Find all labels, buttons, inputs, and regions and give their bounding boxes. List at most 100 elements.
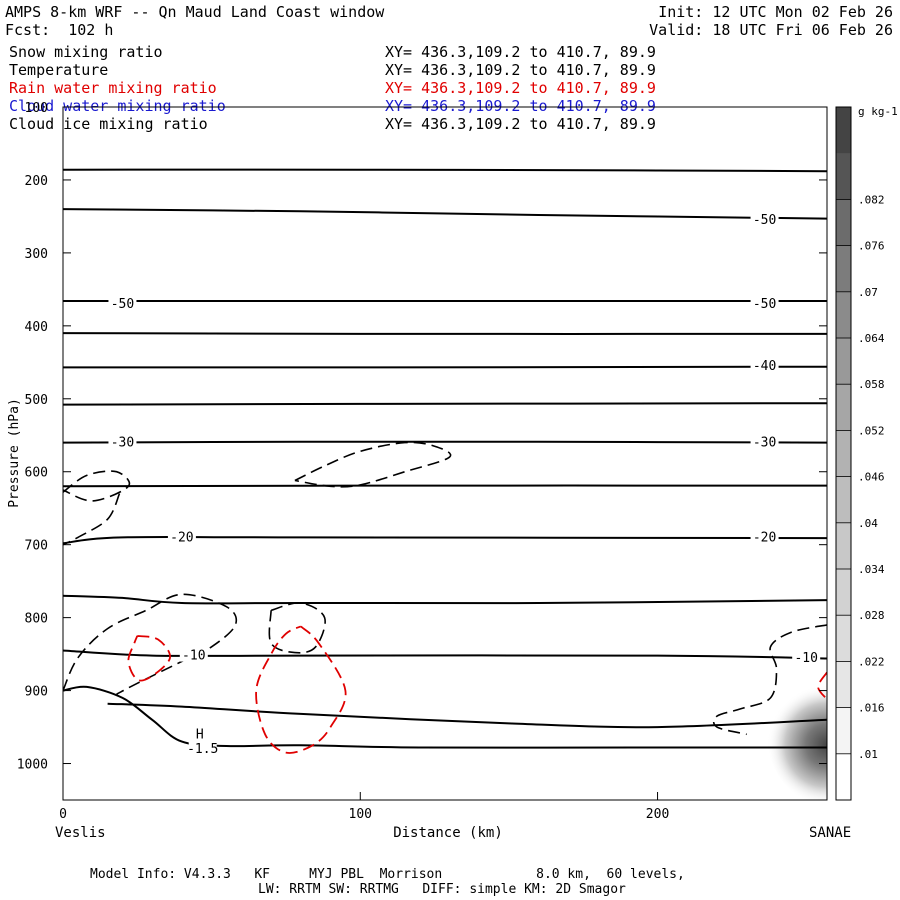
contour-label: -10: [182, 649, 205, 664]
left-endpoint-label: Veslis: [55, 825, 106, 841]
contour-label-bg: [188, 741, 217, 755]
colorbar-swatch: [836, 199, 851, 247]
colorbar-swatch: [836, 753, 851, 801]
colorbar-swatch: [836, 430, 851, 478]
contour-label-bg: [108, 296, 137, 310]
colorbar-label: .016: [858, 702, 885, 715]
colorbar-label: .028: [858, 609, 885, 622]
contour-label: -10: [794, 651, 817, 666]
isotherm-line: [107, 702, 827, 729]
colorbar-swatch: [836, 476, 851, 524]
field-name-cloud-water: Cloud water mixing ratio: [9, 97, 226, 115]
contour-label: -40: [753, 359, 776, 374]
contour-label: -20: [170, 530, 193, 545]
colorbar-swatch: [836, 338, 851, 385]
forecast-hour: Fcst: 102 h: [5, 21, 114, 39]
cloud-ice-contour: [63, 493, 121, 546]
isotherm-line: [63, 440, 827, 444]
field-xy-cloud-water: XY= 436.3,109.2 to 410.7, 89.9: [385, 97, 656, 115]
contour-label-bg: [750, 213, 779, 227]
isotherm-line: [63, 208, 827, 220]
colorbar-label: .064: [858, 332, 885, 345]
colorbar-swatch: [836, 615, 851, 662]
isotherm-line: [63, 402, 827, 406]
cloud-ice-contour: [268, 602, 326, 654]
temperature-contours: [63, 168, 827, 749]
model-info-line2: LW: RRTM SW: RRTMG DIFF: simple KM: 2D S…: [258, 882, 626, 897]
x-tick-label: 0: [59, 807, 67, 822]
cloud-ice-contour: [63, 593, 238, 695]
y-tick-label: 200: [25, 174, 48, 189]
contour-label: -1.5: [187, 742, 218, 757]
isotherm-line: [63, 484, 827, 488]
colorbar-swatch: [836, 291, 851, 339]
colorbar-label: .07: [858, 286, 878, 299]
isotherm-line: [63, 649, 827, 660]
colorbar-frame: [835, 106, 852, 801]
field-xy-snow: XY= 436.3,109.2 to 410.7, 89.9: [385, 43, 656, 61]
isotherm-line: [63, 365, 827, 369]
rain-contour: [127, 635, 171, 682]
field-xy-cloud-ice: XY= 436.3,109.2 to 410.7, 89.9: [385, 115, 656, 133]
contour-label-bg: [167, 530, 196, 544]
y-tick-label: 400: [25, 320, 48, 335]
colorbar-unit: g kg-1: [858, 105, 898, 118]
contour-label-bg: [750, 530, 779, 544]
cloud-ice-contour: [712, 624, 827, 736]
colorbar-label: .052: [858, 424, 885, 437]
y-tick-label: 500: [25, 393, 48, 408]
y-tick-label: 700: [25, 539, 48, 554]
colorbar-label: .046: [858, 471, 885, 484]
field-xy-rain: XY= 436.3,109.2 to 410.7, 89.9: [385, 79, 656, 97]
contour-label: -50: [753, 297, 776, 312]
x-axis: 0 100 200: [59, 792, 669, 822]
y-tick-label: 800: [25, 612, 48, 627]
y-tick-label: 600: [25, 466, 48, 481]
contour-label: H: [196, 727, 204, 742]
y-tick-label: 900: [25, 685, 48, 700]
init-time: Init: 12 UTC Mon 02 Feb 26: [658, 3, 893, 21]
colorbar-swatch: [836, 522, 851, 570]
y-axis-label: Pressure (hPa): [7, 398, 22, 508]
contour-label: -50: [111, 297, 134, 312]
model-info-line1: Model Info: V4.3.3 KF MYJ PBL Morrison 8…: [90, 867, 685, 882]
y-tick-label: 1000: [17, 758, 48, 773]
colorbar-swatch: [836, 153, 851, 200]
colorbar-label: .076: [858, 240, 885, 253]
colorbar-swatch: [836, 569, 851, 616]
snow-shading-layer: [767, 664, 827, 800]
colorbar-label: .01: [858, 748, 878, 761]
colorbar-label: .058: [858, 378, 885, 391]
colorbar-swatch: [836, 661, 851, 709]
field-name-temperature: Temperature: [9, 61, 109, 79]
rain-contours: [127, 625, 827, 754]
contour-label-bg: [792, 650, 821, 664]
colorbar-swatch: [836, 107, 851, 154]
colorbar-label: .04: [858, 517, 878, 530]
contour-label: -20: [753, 530, 776, 545]
field-name-snow: Snow mixing ratio: [9, 43, 163, 61]
field-xy-temperature: XY= 436.3,109.2 to 410.7, 89.9: [385, 61, 656, 79]
colorbar: .01 .016 .022 .028 .034 .04 .046 .052 .058 .064 .0…: [835, 106, 885, 801]
colorbar-label: .082: [858, 193, 885, 206]
x-axis-label: Distance (km): [393, 825, 503, 841]
rain-contour: [817, 671, 827, 700]
snow-shading-blob: [767, 664, 827, 800]
x-tick-label: 200: [646, 807, 669, 822]
field-name-cloud-ice: Cloud ice mixing ratio: [9, 115, 208, 133]
isotherm-line: [63, 168, 827, 173]
contour-label-bg: [750, 296, 779, 310]
field-name-rain: Rain water mixing ratio: [9, 79, 217, 97]
contour-label-bg: [750, 435, 779, 449]
x-tick-label: 100: [349, 807, 372, 822]
colorbar-label: .034: [858, 563, 885, 576]
colorbar-label: .022: [858, 655, 885, 668]
chart-title: AMPS 8-km WRF -- Qn Maud Land Coast wind…: [5, 3, 385, 21]
colorbar-swatch: [836, 384, 851, 431]
isotherm-line: [63, 535, 827, 545]
y-tick-label: 100: [25, 101, 48, 116]
isotherm-line: [63, 594, 827, 605]
contour-label-bg: [179, 648, 208, 662]
y-tick-label: 300: [25, 247, 48, 262]
